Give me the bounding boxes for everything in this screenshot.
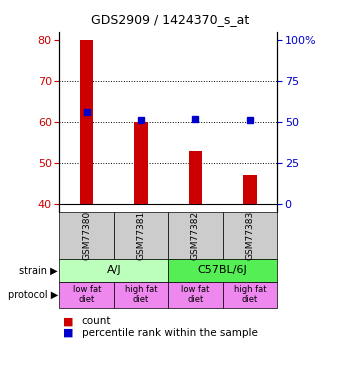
Text: count: count <box>82 316 111 326</box>
Text: strain ▶: strain ▶ <box>19 266 58 275</box>
Text: GDS2909 / 1424370_s_at: GDS2909 / 1424370_s_at <box>91 13 249 26</box>
Text: ■: ■ <box>63 328 73 338</box>
Text: protocol ▶: protocol ▶ <box>7 290 58 300</box>
Text: GSM77383: GSM77383 <box>245 211 254 260</box>
Text: A/J: A/J <box>106 266 121 275</box>
Bar <box>80 40 94 204</box>
Text: percentile rank within the sample: percentile rank within the sample <box>82 328 257 338</box>
Text: GSM77380: GSM77380 <box>82 211 91 260</box>
Text: high fat
diet: high fat diet <box>125 285 157 304</box>
Text: low fat
diet: low fat diet <box>181 285 210 304</box>
Text: C57BL/6J: C57BL/6J <box>198 266 248 275</box>
Text: high fat
diet: high fat diet <box>234 285 266 304</box>
Text: GSM77382: GSM77382 <box>191 211 200 260</box>
Bar <box>189 150 202 204</box>
Text: ■: ■ <box>63 316 73 326</box>
Text: GSM77381: GSM77381 <box>137 211 146 260</box>
Bar <box>243 175 257 204</box>
Bar <box>134 122 148 204</box>
Text: low fat
diet: low fat diet <box>72 285 101 304</box>
